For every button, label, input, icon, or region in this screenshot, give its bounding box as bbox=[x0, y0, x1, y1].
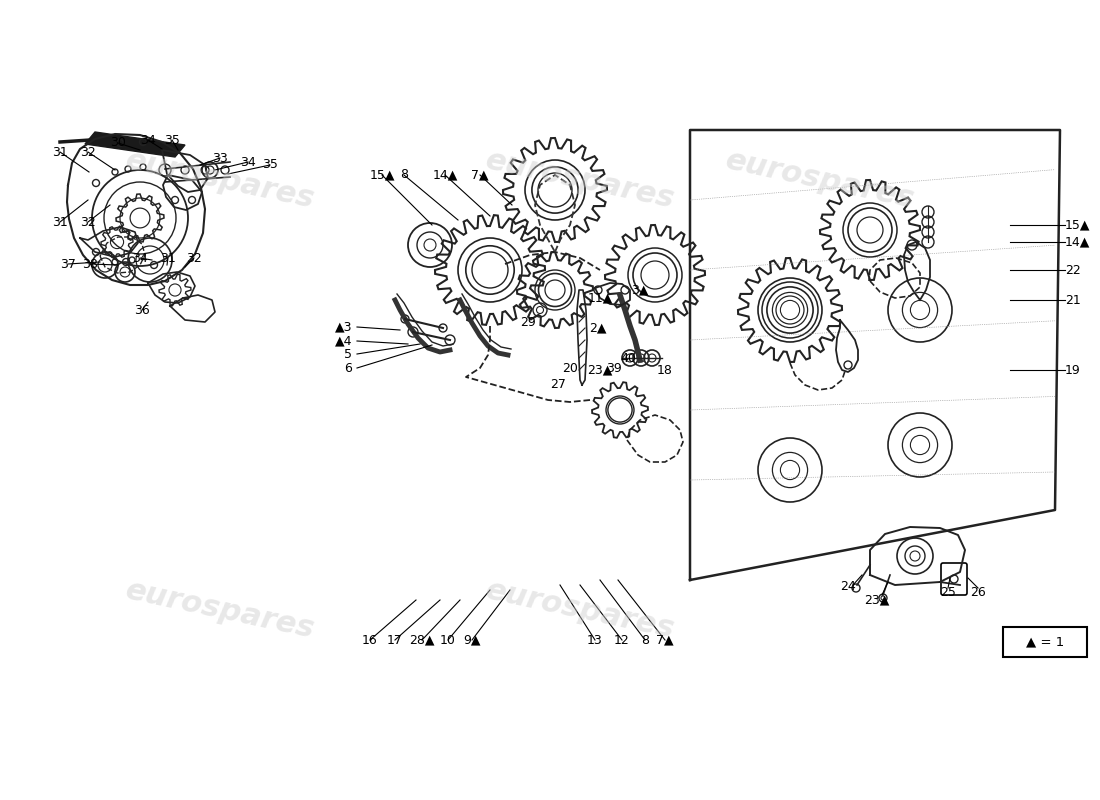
Text: 17: 17 bbox=[387, 634, 403, 646]
Text: 10: 10 bbox=[440, 634, 455, 646]
Text: 15▲: 15▲ bbox=[1065, 218, 1090, 231]
Text: 38: 38 bbox=[82, 258, 98, 270]
Text: 8: 8 bbox=[641, 634, 649, 646]
Text: 6: 6 bbox=[344, 362, 352, 374]
Text: 26: 26 bbox=[970, 586, 986, 598]
Text: 32: 32 bbox=[80, 215, 96, 229]
Text: 21: 21 bbox=[1065, 294, 1080, 306]
Text: ▲4: ▲4 bbox=[334, 334, 352, 347]
Text: 35: 35 bbox=[164, 134, 180, 146]
Text: 34: 34 bbox=[140, 134, 156, 146]
Text: eurospares: eurospares bbox=[123, 146, 317, 214]
Text: 25: 25 bbox=[940, 586, 956, 598]
Text: 32: 32 bbox=[80, 146, 96, 158]
Text: 22: 22 bbox=[1065, 263, 1080, 277]
Text: 30: 30 bbox=[110, 137, 125, 150]
Text: 36: 36 bbox=[134, 303, 150, 317]
Text: 31: 31 bbox=[161, 251, 176, 265]
Text: 23▲: 23▲ bbox=[865, 594, 890, 606]
Text: ▲ = 1: ▲ = 1 bbox=[1026, 635, 1064, 649]
Text: 3▲: 3▲ bbox=[631, 283, 649, 297]
Text: 20: 20 bbox=[562, 362, 578, 374]
Text: 7▲: 7▲ bbox=[657, 634, 674, 646]
Polygon shape bbox=[85, 132, 185, 157]
Text: 18: 18 bbox=[657, 363, 673, 377]
Text: 11▲: 11▲ bbox=[587, 291, 613, 305]
Text: eurospares: eurospares bbox=[723, 146, 917, 214]
Text: 16: 16 bbox=[362, 634, 378, 646]
Text: 14▲: 14▲ bbox=[1065, 235, 1090, 249]
Text: 29: 29 bbox=[520, 315, 536, 329]
Text: eurospares: eurospares bbox=[483, 576, 678, 644]
Text: ▲3: ▲3 bbox=[334, 321, 352, 334]
Text: 31: 31 bbox=[52, 146, 68, 158]
Text: 33: 33 bbox=[212, 151, 228, 165]
Text: eurospares: eurospares bbox=[123, 576, 317, 644]
Text: 2▲: 2▲ bbox=[590, 322, 607, 334]
Text: 40: 40 bbox=[620, 351, 636, 365]
Text: 14▲: 14▲ bbox=[432, 169, 458, 182]
Text: 39: 39 bbox=[606, 362, 621, 374]
Text: 19: 19 bbox=[1065, 363, 1080, 377]
Text: 7▲: 7▲ bbox=[471, 169, 488, 182]
FancyBboxPatch shape bbox=[1003, 627, 1087, 657]
Text: 12: 12 bbox=[614, 634, 630, 646]
Text: 15▲: 15▲ bbox=[370, 169, 395, 182]
Text: 23▲: 23▲ bbox=[587, 363, 613, 377]
Text: 13: 13 bbox=[587, 634, 603, 646]
Text: 32: 32 bbox=[186, 251, 202, 265]
Text: 8: 8 bbox=[400, 169, 408, 182]
Text: 5: 5 bbox=[344, 347, 352, 361]
Text: 35: 35 bbox=[262, 158, 278, 171]
Text: 37: 37 bbox=[60, 258, 76, 270]
Text: 27: 27 bbox=[550, 378, 565, 391]
Text: 9▲: 9▲ bbox=[463, 634, 481, 646]
Text: 31: 31 bbox=[52, 215, 68, 229]
Text: 34: 34 bbox=[240, 155, 256, 169]
Text: 28▲: 28▲ bbox=[409, 634, 434, 646]
Text: eurospares: eurospares bbox=[483, 146, 678, 214]
Text: 34: 34 bbox=[132, 251, 147, 265]
Text: 24: 24 bbox=[840, 581, 856, 594]
